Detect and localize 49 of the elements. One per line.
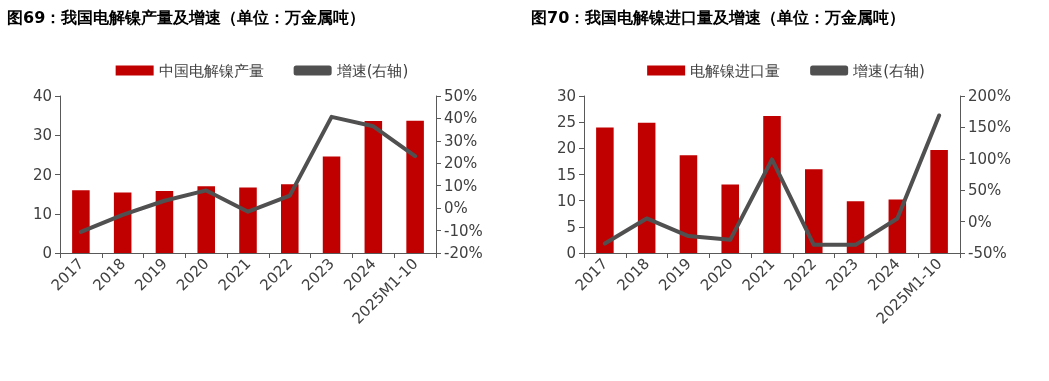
y2-tick-label: -10% bbox=[444, 221, 483, 240]
y-tick-label: 10 bbox=[556, 191, 576, 210]
y2-tick-label: 100% bbox=[968, 149, 1011, 168]
y2-tick-label: -20% bbox=[444, 244, 483, 262]
y2-tick-label: -50% bbox=[968, 244, 1007, 262]
bar bbox=[763, 115, 781, 253]
bar bbox=[281, 184, 299, 253]
legend-label: 中国电解镍产量 bbox=[158, 61, 264, 80]
y-tick-label: 0 bbox=[42, 244, 52, 262]
y-tick-label: 0 bbox=[566, 244, 576, 262]
legend-label: 电解镍进口量 bbox=[690, 61, 781, 80]
y-tick-label: 25 bbox=[556, 113, 576, 132]
y2-tick-label: 50% bbox=[444, 87, 478, 105]
bar bbox=[679, 155, 698, 253]
bar bbox=[637, 122, 656, 253]
bar bbox=[364, 121, 383, 253]
bar bbox=[72, 190, 90, 253]
y-tick-label: 15 bbox=[556, 165, 576, 184]
bar bbox=[596, 127, 614, 253]
bar bbox=[805, 169, 823, 253]
y2-tick-label: 200% bbox=[968, 87, 1011, 105]
chart-title: 图69：我国电解镍产量及增速（单位：万金属吨） bbox=[7, 7, 366, 27]
chart-title: 图70：我国电解镍进口量及增速（单位：万金属吨） bbox=[531, 7, 906, 27]
y2-tick-label: 20% bbox=[444, 154, 478, 173]
bar bbox=[721, 184, 739, 253]
bar bbox=[930, 149, 948, 253]
legend-label: 增速(右轴) bbox=[335, 61, 409, 80]
y-tick-label: 20 bbox=[32, 165, 52, 184]
line-series bbox=[78, 114, 418, 234]
y-tick-label: 30 bbox=[32, 126, 52, 145]
y2-tick-label: 40% bbox=[444, 109, 478, 128]
bar bbox=[322, 156, 341, 253]
line-series bbox=[602, 113, 942, 247]
bar bbox=[406, 120, 424, 253]
y-tick-label: 20 bbox=[556, 139, 576, 158]
y2-tick-label: 10% bbox=[444, 176, 478, 195]
y2-tick-label: 0% bbox=[968, 212, 992, 231]
bar bbox=[239, 187, 257, 253]
y2-tick-label: 50% bbox=[968, 181, 1002, 200]
y2-tick-label: 0% bbox=[444, 199, 468, 218]
y-tick-label: 30 bbox=[556, 87, 576, 105]
y-tick-label: 10 bbox=[32, 204, 52, 223]
y-tick-label: 40 bbox=[32, 87, 52, 105]
y2-tick-label: 30% bbox=[444, 131, 478, 150]
bar bbox=[197, 186, 215, 253]
y-tick-label: 5 bbox=[566, 217, 576, 236]
bar bbox=[155, 190, 174, 253]
legend-label: 增速(右轴) bbox=[852, 61, 925, 80]
y2-tick-label: 150% bbox=[968, 118, 1011, 137]
